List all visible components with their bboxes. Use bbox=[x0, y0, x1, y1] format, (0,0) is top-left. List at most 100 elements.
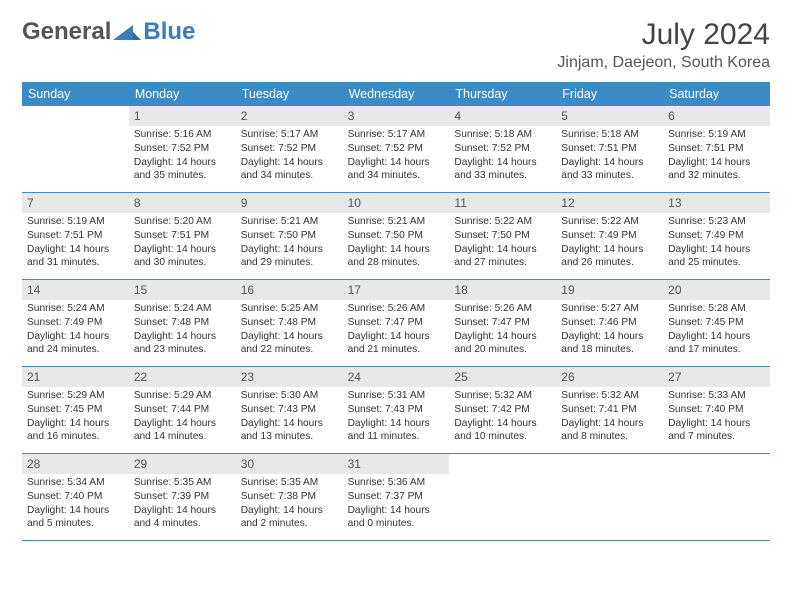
calendar-cell: 26Sunrise: 5:32 AMSunset: 7:41 PMDayligh… bbox=[556, 367, 663, 453]
sunrise-text: Sunrise: 5:18 AM bbox=[454, 128, 551, 142]
calendar-cell: 28Sunrise: 5:34 AMSunset: 7:40 PMDayligh… bbox=[22, 454, 129, 540]
sunset-text: Sunset: 7:40 PM bbox=[668, 403, 765, 417]
day-number: 1 bbox=[129, 106, 236, 126]
daylight-text: Daylight: 14 hours and 24 minutes. bbox=[27, 330, 124, 358]
cell-body: Sunrise: 5:34 AMSunset: 7:40 PMDaylight:… bbox=[22, 474, 129, 535]
week-row: 14Sunrise: 5:24 AMSunset: 7:49 PMDayligh… bbox=[22, 280, 770, 367]
calendar-cell: 7Sunrise: 5:19 AMSunset: 7:51 PMDaylight… bbox=[22, 193, 129, 279]
sunrise-text: Sunrise: 5:33 AM bbox=[668, 389, 765, 403]
month-title: July 2024 bbox=[557, 18, 770, 52]
calendar-cell: 27Sunrise: 5:33 AMSunset: 7:40 PMDayligh… bbox=[663, 367, 770, 453]
calendar-cell: 2Sunrise: 5:17 AMSunset: 7:52 PMDaylight… bbox=[236, 106, 343, 192]
day-number: 22 bbox=[129, 367, 236, 387]
sunset-text: Sunset: 7:52 PM bbox=[348, 142, 445, 156]
day-header: Friday bbox=[556, 82, 663, 106]
day-number: 26 bbox=[556, 367, 663, 387]
daylight-text: Daylight: 14 hours and 28 minutes. bbox=[348, 243, 445, 271]
daylight-text: Daylight: 14 hours and 13 minutes. bbox=[241, 417, 338, 445]
daylight-text: Daylight: 14 hours and 2 minutes. bbox=[241, 504, 338, 532]
sunrise-text: Sunrise: 5:26 AM bbox=[348, 302, 445, 316]
calendar-cell: 20Sunrise: 5:28 AMSunset: 7:45 PMDayligh… bbox=[663, 280, 770, 366]
calendar-cell: 4Sunrise: 5:18 AMSunset: 7:52 PMDaylight… bbox=[449, 106, 556, 192]
sunset-text: Sunset: 7:52 PM bbox=[454, 142, 551, 156]
sunset-text: Sunset: 7:46 PM bbox=[561, 316, 658, 330]
daylight-text: Daylight: 14 hours and 14 minutes. bbox=[134, 417, 231, 445]
header: General Blue July 2024 Jinjam, Daejeon, … bbox=[22, 18, 770, 72]
sunrise-text: Sunrise: 5:32 AM bbox=[561, 389, 658, 403]
sunset-text: Sunset: 7:45 PM bbox=[27, 403, 124, 417]
sunset-text: Sunset: 7:51 PM bbox=[561, 142, 658, 156]
calendar-cell: 11Sunrise: 5:22 AMSunset: 7:50 PMDayligh… bbox=[449, 193, 556, 279]
sunrise-text: Sunrise: 5:27 AM bbox=[561, 302, 658, 316]
week-row: 28Sunrise: 5:34 AMSunset: 7:40 PMDayligh… bbox=[22, 454, 770, 541]
day-number: 23 bbox=[236, 367, 343, 387]
cell-body: Sunrise: 5:24 AMSunset: 7:48 PMDaylight:… bbox=[129, 300, 236, 361]
daylight-text: Daylight: 14 hours and 33 minutes. bbox=[454, 156, 551, 184]
day-number bbox=[556, 454, 663, 458]
day-number: 29 bbox=[129, 454, 236, 474]
weeks-container: 1Sunrise: 5:16 AMSunset: 7:52 PMDaylight… bbox=[22, 106, 770, 541]
cell-body: Sunrise: 5:31 AMSunset: 7:43 PMDaylight:… bbox=[343, 387, 450, 448]
daylight-text: Daylight: 14 hours and 34 minutes. bbox=[241, 156, 338, 184]
sunrise-text: Sunrise: 5:17 AM bbox=[348, 128, 445, 142]
day-number: 16 bbox=[236, 280, 343, 300]
day-number: 30 bbox=[236, 454, 343, 474]
daylight-text: Daylight: 14 hours and 22 minutes. bbox=[241, 330, 338, 358]
calendar-cell: 3Sunrise: 5:17 AMSunset: 7:52 PMDaylight… bbox=[343, 106, 450, 192]
sunset-text: Sunset: 7:49 PM bbox=[668, 229, 765, 243]
calendar-cell: 5Sunrise: 5:18 AMSunset: 7:51 PMDaylight… bbox=[556, 106, 663, 192]
sunrise-text: Sunrise: 5:19 AM bbox=[668, 128, 765, 142]
daylight-text: Daylight: 14 hours and 20 minutes. bbox=[454, 330, 551, 358]
sunrise-text: Sunrise: 5:31 AM bbox=[348, 389, 445, 403]
sunrise-text: Sunrise: 5:22 AM bbox=[561, 215, 658, 229]
calendar-cell: 12Sunrise: 5:22 AMSunset: 7:49 PMDayligh… bbox=[556, 193, 663, 279]
calendar-cell: 25Sunrise: 5:32 AMSunset: 7:42 PMDayligh… bbox=[449, 367, 556, 453]
day-number: 31 bbox=[343, 454, 450, 474]
calendar-cell bbox=[22, 106, 129, 192]
sunrise-text: Sunrise: 5:18 AM bbox=[561, 128, 658, 142]
sunset-text: Sunset: 7:52 PM bbox=[241, 142, 338, 156]
cell-body: Sunrise: 5:30 AMSunset: 7:43 PMDaylight:… bbox=[236, 387, 343, 448]
title-block: July 2024 Jinjam, Daejeon, South Korea bbox=[557, 18, 770, 72]
week-row: 7Sunrise: 5:19 AMSunset: 7:51 PMDaylight… bbox=[22, 193, 770, 280]
calendar-cell: 16Sunrise: 5:25 AMSunset: 7:48 PMDayligh… bbox=[236, 280, 343, 366]
day-header: Monday bbox=[129, 82, 236, 106]
daylight-text: Daylight: 14 hours and 4 minutes. bbox=[134, 504, 231, 532]
day-header: Sunday bbox=[22, 82, 129, 106]
daylight-text: Daylight: 14 hours and 5 minutes. bbox=[27, 504, 124, 532]
sunset-text: Sunset: 7:39 PM bbox=[134, 490, 231, 504]
sunrise-text: Sunrise: 5:26 AM bbox=[454, 302, 551, 316]
day-number: 18 bbox=[449, 280, 556, 300]
sunrise-text: Sunrise: 5:23 AM bbox=[668, 215, 765, 229]
sunset-text: Sunset: 7:43 PM bbox=[241, 403, 338, 417]
calendar-cell: 10Sunrise: 5:21 AMSunset: 7:50 PMDayligh… bbox=[343, 193, 450, 279]
day-number: 14 bbox=[22, 280, 129, 300]
day-number: 7 bbox=[22, 193, 129, 213]
day-number: 8 bbox=[129, 193, 236, 213]
sunset-text: Sunset: 7:52 PM bbox=[134, 142, 231, 156]
cell-body: Sunrise: 5:17 AMSunset: 7:52 PMDaylight:… bbox=[343, 126, 450, 187]
sunset-text: Sunset: 7:47 PM bbox=[348, 316, 445, 330]
daylight-text: Daylight: 14 hours and 10 minutes. bbox=[454, 417, 551, 445]
sunset-text: Sunset: 7:43 PM bbox=[348, 403, 445, 417]
cell-body: Sunrise: 5:16 AMSunset: 7:52 PMDaylight:… bbox=[129, 126, 236, 187]
sunrise-text: Sunrise: 5:32 AM bbox=[454, 389, 551, 403]
calendar-cell bbox=[449, 454, 556, 540]
daylight-text: Daylight: 14 hours and 11 minutes. bbox=[348, 417, 445, 445]
calendar: Sunday Monday Tuesday Wednesday Thursday… bbox=[22, 82, 770, 541]
sunrise-text: Sunrise: 5:16 AM bbox=[134, 128, 231, 142]
cell-body: Sunrise: 5:35 AMSunset: 7:39 PMDaylight:… bbox=[129, 474, 236, 535]
daylight-text: Daylight: 14 hours and 32 minutes. bbox=[668, 156, 765, 184]
sunset-text: Sunset: 7:49 PM bbox=[561, 229, 658, 243]
day-number: 27 bbox=[663, 367, 770, 387]
calendar-cell: 9Sunrise: 5:21 AMSunset: 7:50 PMDaylight… bbox=[236, 193, 343, 279]
day-header: Saturday bbox=[663, 82, 770, 106]
day-number: 10 bbox=[343, 193, 450, 213]
calendar-cell: 17Sunrise: 5:26 AMSunset: 7:47 PMDayligh… bbox=[343, 280, 450, 366]
sunrise-text: Sunrise: 5:24 AM bbox=[27, 302, 124, 316]
daylight-text: Daylight: 14 hours and 34 minutes. bbox=[348, 156, 445, 184]
cell-body: Sunrise: 5:35 AMSunset: 7:38 PMDaylight:… bbox=[236, 474, 343, 535]
day-number: 9 bbox=[236, 193, 343, 213]
calendar-cell: 21Sunrise: 5:29 AMSunset: 7:45 PMDayligh… bbox=[22, 367, 129, 453]
daylight-text: Daylight: 14 hours and 0 minutes. bbox=[348, 504, 445, 532]
